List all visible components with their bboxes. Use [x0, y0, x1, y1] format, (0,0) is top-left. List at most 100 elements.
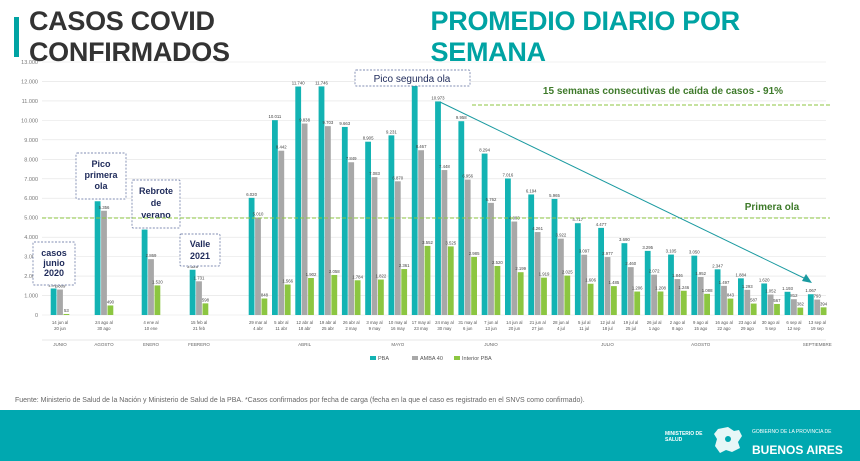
x-tick-label: 10 ene — [144, 326, 158, 331]
data-label: 1.566 — [282, 279, 293, 284]
bar-pba — [691, 255, 698, 315]
data-label: 1.309 — [55, 284, 66, 289]
bar-interior-pba — [657, 291, 664, 315]
annotation-casos-junio: junio — [42, 258, 65, 268]
data-label: 848 — [261, 292, 269, 297]
data-label: 3.922 — [556, 233, 567, 238]
bar-amba-40 — [255, 217, 261, 315]
bar-amba-40 — [418, 150, 424, 315]
data-label: 7.083 — [369, 171, 380, 176]
bar-amba-40 — [371, 177, 378, 315]
data-label: 1.052 — [765, 289, 776, 294]
y-tick-label: 4.000 — [24, 235, 38, 241]
data-label: 1.846 — [672, 273, 683, 278]
month-label: SEPTIEMBRE — [803, 342, 832, 347]
bar-pba — [365, 141, 371, 315]
data-label: 4.477 — [596, 222, 607, 227]
y-tick-label: 1.000 — [24, 294, 38, 300]
data-label: 6.020 — [246, 192, 257, 197]
data-label: 11.746 — [315, 80, 328, 85]
x-tick-label: 25 jul — [626, 326, 636, 331]
x-tick-label: 11 jul — [579, 326, 589, 331]
annotation-rebrote: verano — [141, 210, 171, 220]
bar-interior-pba — [284, 284, 291, 315]
bar-interior-pba — [354, 280, 361, 315]
x-tick-label: 10 may al — [388, 320, 407, 325]
x-tick-label: 15 feb al — [191, 320, 208, 325]
bar-amba-40 — [744, 289, 751, 315]
x-tick-label: 18 jul — [602, 326, 612, 331]
y-tick-label: 10.000 — [21, 118, 38, 124]
y-tick-label: 8.000 — [24, 157, 38, 163]
data-label: 1.952 — [695, 271, 706, 276]
data-label: 2.460 — [625, 261, 636, 266]
bar-interior-pba — [820, 307, 827, 315]
annotation-rebrote: de — [151, 198, 162, 208]
bar-interior-pba — [750, 303, 757, 315]
annotation-pico-segunda: Pico segunda ola — [374, 74, 451, 85]
bar-interior-pba — [401, 269, 408, 315]
bar-pba — [341, 126, 348, 316]
y-tick-label: 0 — [35, 313, 38, 319]
x-tick-label: 25 abr — [322, 326, 335, 331]
bar-pba — [528, 194, 535, 315]
annotation-box — [179, 233, 221, 267]
data-label: 7.448 — [439, 164, 450, 169]
bar-interior-pba — [541, 277, 547, 315]
x-tick-label: 26 jul al — [647, 320, 662, 325]
bar-interior-pba — [587, 283, 594, 315]
annotation-valle: Valle — [190, 239, 211, 249]
bar-pba — [738, 278, 744, 315]
x-tick-label: 23 may — [414, 326, 429, 331]
x-tick-label: 11 abr — [275, 326, 287, 331]
data-label: 1.206 — [632, 286, 643, 291]
bar-amba-40 — [101, 210, 107, 315]
data-label: 8.294 — [479, 148, 490, 153]
source-note: Fuente: Ministerio de Salud de la Nación… — [15, 397, 585, 404]
data-label: 7.016 — [503, 172, 514, 177]
bar-interior-pba — [517, 272, 524, 315]
trend-arrow-head — [802, 274, 812, 283]
bar-amba-40 — [767, 294, 774, 315]
x-tick-label: 12 jul al — [600, 320, 615, 325]
title-accent-bar — [14, 17, 19, 57]
bar-interior-pba — [424, 245, 431, 315]
data-label: 1.208 — [655, 285, 666, 290]
data-label: 11.740 — [292, 81, 305, 86]
data-label: 394 — [820, 301, 828, 306]
x-tick-label: 30 may — [437, 326, 452, 331]
bar-pba — [598, 227, 604, 315]
data-label: 3.552 — [422, 240, 433, 245]
trend-arrow-line — [439, 101, 809, 281]
annotation-15-semanas: 15 semanas consecutivas de caída de caso… — [543, 86, 783, 97]
bar-pba — [668, 254, 674, 315]
month-label: FEBRERO — [188, 342, 210, 347]
bar-amba-40 — [814, 299, 821, 315]
data-label: 1.067 — [805, 288, 816, 293]
y-tick-label: 11.000 — [22, 99, 38, 105]
data-label: 9.231 — [386, 129, 397, 134]
data-label: 2.869 — [146, 253, 157, 258]
x-tick-label: 27 jun — [532, 326, 544, 331]
bar-amba-40 — [674, 279, 681, 315]
data-label: 2.347 — [712, 263, 723, 268]
data-label: 6.956 — [462, 174, 473, 179]
bar-interior-pba — [308, 277, 314, 315]
x-tick-label: 1 ago — [649, 326, 660, 331]
legend-swatch — [370, 356, 376, 360]
x-tick-label: 23 ago al — [738, 320, 756, 325]
bar-pba — [94, 201, 101, 315]
bar-interior-pba — [447, 246, 454, 315]
bar-interior-pba — [331, 274, 338, 315]
x-tick-label: 14 jun al — [506, 320, 522, 325]
x-tick-label: 24 may al — [435, 320, 454, 325]
x-tick-label: 16 may — [391, 326, 406, 331]
bar-interior-pba — [680, 290, 687, 315]
data-label: 587 — [750, 298, 758, 303]
month-label: ENERO — [143, 342, 160, 347]
x-tick-label: 20 jun — [54, 326, 66, 331]
data-label: 2.985 — [469, 251, 480, 256]
bar-pba — [481, 153, 488, 315]
data-label: 8.905 — [363, 136, 374, 141]
x-tick-label: 18 abr — [299, 326, 312, 331]
